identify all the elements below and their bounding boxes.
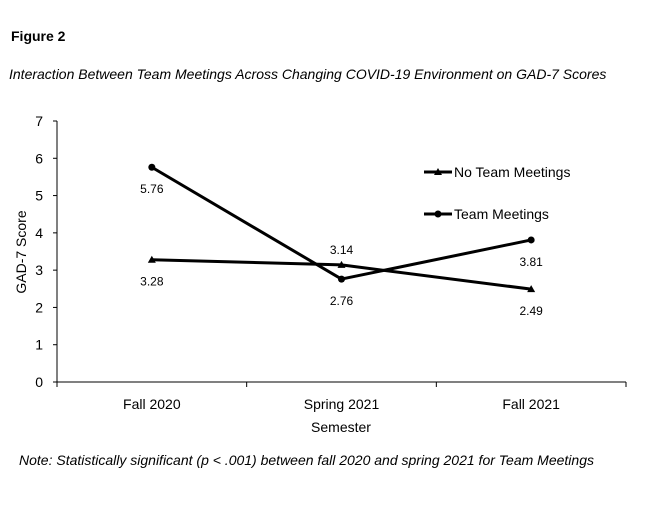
data-label: 3.81 [519,255,543,269]
data-label: 5.76 [140,182,164,196]
legend-label: No Team Meetings [454,164,570,180]
figure-title: Interaction Between Team Meetings Across… [9,66,607,82]
line-chart: 0 1 2 3 4 5 6 7 Fall 2020 Spring 2021 Fall 2021 3.… [13,113,627,435]
data-point-circle [148,163,156,171]
figure-label: Figure 2 [11,28,66,44]
x-tick-label: Fall 2020 [123,396,181,412]
data-point-circle [338,275,345,283]
x-tick-label: Fall 2021 [502,396,560,412]
chart-series: 3.28 3.14 2.49 5.76 2.76 3.81 [140,163,543,318]
y-tick-label: 7 [35,113,43,129]
x-axis-label: Semester [311,419,371,435]
x-tick-label: Spring 2021 [304,396,380,412]
data-point-circle [434,210,442,218]
y-tick-label: 3 [35,262,43,278]
data-label: 2.76 [330,294,354,308]
data-point-triangle [527,285,536,293]
data-point-triangle [147,255,156,263]
data-point-triangle [337,260,346,268]
figure-note: Note: Statistically significant (p < .00… [19,452,594,468]
y-tick-label: 0 [35,374,43,390]
y-tick-label: 1 [35,337,43,353]
data-point-circle [527,236,535,244]
y-tick-label: 6 [35,150,43,166]
y-tick-label: 4 [35,225,43,241]
data-point-triangle [434,168,442,175]
y-axis-label: GAD-7 Score [13,210,29,293]
chart-legend: No Team Meetings Team Meetings [424,164,570,222]
y-tick-label: 5 [35,188,43,204]
data-label: 2.49 [519,304,543,318]
data-label: 3.14 [330,243,354,257]
y-tick-label: 2 [35,299,43,315]
data-label: 3.28 [140,275,164,289]
chart-axes: 0 1 2 3 4 5 6 7 Fall 2020 Spring 2021 Fall 2021 [35,113,627,412]
legend-label: Team Meetings [454,206,549,222]
